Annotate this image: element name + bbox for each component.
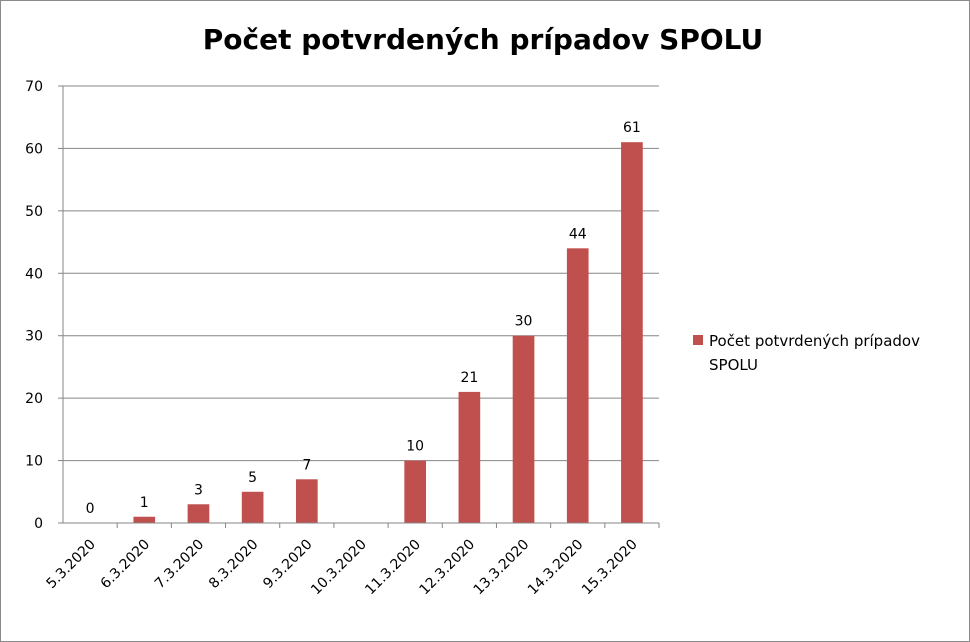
y-tick-label: 20	[25, 391, 43, 407]
x-tick-label: 13.3.2020	[471, 537, 533, 599]
x-tick-label: 9.3.2020	[260, 537, 315, 592]
bar	[133, 516, 156, 523]
x-tick-label: 10.3.2020	[308, 537, 370, 599]
y-tick-label: 50	[25, 204, 43, 220]
y-tick-label: 70	[25, 79, 43, 95]
data-label: 0	[86, 501, 95, 517]
y-axis: 0 10 20 30 40 50 60 70	[25, 79, 64, 532]
bar	[512, 335, 535, 523]
x-axis: 5.3.20206.3.20207.3.20208.3.20209.3.2020…	[44, 522, 660, 599]
legend-label-line-1: Počet potvrdených prípadov	[709, 332, 920, 350]
data-label: 3	[194, 482, 203, 498]
data-label: 7	[302, 457, 311, 473]
y-tick-label: 40	[25, 266, 43, 282]
bar	[621, 142, 643, 523]
x-tick-label: 8.3.2020	[206, 537, 261, 592]
bar	[187, 504, 210, 523]
data-label: 5	[248, 470, 257, 486]
chart-title: Počet potvrdených prípadov SPOLU	[203, 23, 763, 56]
y-tick-label: 30	[25, 329, 43, 345]
x-tick-label: 14.3.2020	[525, 537, 587, 599]
x-tick-label: 12.3.2020	[416, 537, 478, 599]
bar	[458, 391, 481, 523]
data-label: 44	[569, 226, 587, 242]
bar	[566, 248, 589, 524]
x-tick-label: 5.3.2020	[44, 537, 99, 592]
x-tick-label: 7.3.2020	[152, 537, 207, 592]
x-tick-label: 11.3.2020	[362, 537, 424, 599]
legend: Počet potvrdených prípadov SPOLU	[693, 332, 920, 374]
y-tick-label: 0	[34, 516, 43, 532]
data-label: 21	[460, 370, 478, 386]
data-label: 30	[515, 314, 533, 330]
data-label: 10	[406, 439, 424, 455]
gridlines	[63, 85, 659, 462]
x-tick-label: 15.3.2020	[579, 537, 641, 599]
legend-swatch	[693, 335, 703, 345]
data-label: 61	[623, 120, 641, 136]
data-labels: 0 1 3 5 7 10 21 30 44 61	[86, 120, 641, 517]
data-label: 1	[140, 495, 149, 511]
bars	[133, 142, 643, 524]
bar	[295, 479, 318, 523]
legend-label-line-2: SPOLU	[709, 356, 758, 374]
bar	[404, 460, 427, 523]
x-tick-label: 6.3.2020	[98, 537, 153, 592]
y-tick-label: 60	[25, 141, 43, 157]
bar	[241, 491, 264, 523]
y-tick-label: 10	[25, 454, 43, 470]
